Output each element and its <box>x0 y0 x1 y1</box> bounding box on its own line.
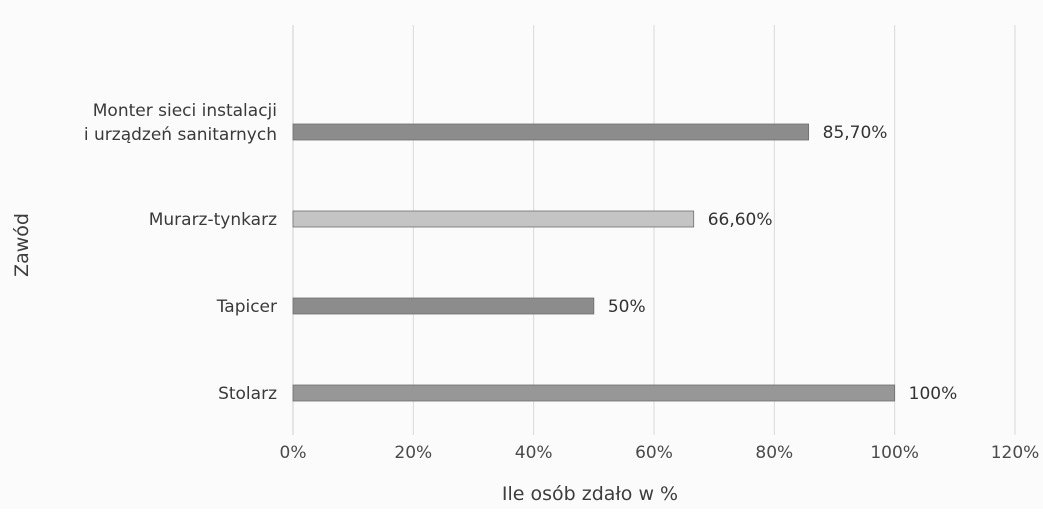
label-layer: 0% 20% 40% 60% 80% 100% 120% Monter sieci insta… <box>84 101 1039 463</box>
data-label: 50% <box>608 297 646 317</box>
x-tick-label: 20% <box>394 443 432 463</box>
x-tick-label: 120% <box>991 443 1040 463</box>
bar <box>292 123 810 141</box>
category-label: Tapicer <box>216 297 277 317</box>
data-label: 66,60% <box>708 210 773 230</box>
bar <box>292 210 695 228</box>
grid-layer <box>292 25 1016 435</box>
bar <box>292 297 595 315</box>
x-tick-label: 100% <box>870 443 919 463</box>
x-axis-title: Ile osób zdało w % <box>502 483 678 505</box>
x-tick-label: 0% <box>280 443 307 463</box>
y-axis-title: Zawód <box>11 213 33 277</box>
x-tick-label: 60% <box>635 443 673 463</box>
category-label: Stolarz <box>218 384 277 404</box>
x-tick-label: 40% <box>515 443 553 463</box>
bar <box>292 384 896 402</box>
category-label: Murarz-tynkarz <box>149 210 277 230</box>
category-label: Monter sieci instalacji i urządzeń sanita… <box>84 101 277 145</box>
data-label: 85,70% <box>823 123 888 143</box>
data-label: 100% <box>909 384 958 404</box>
x-tick-label: 80% <box>755 443 793 463</box>
bar-layer <box>292 123 896 402</box>
